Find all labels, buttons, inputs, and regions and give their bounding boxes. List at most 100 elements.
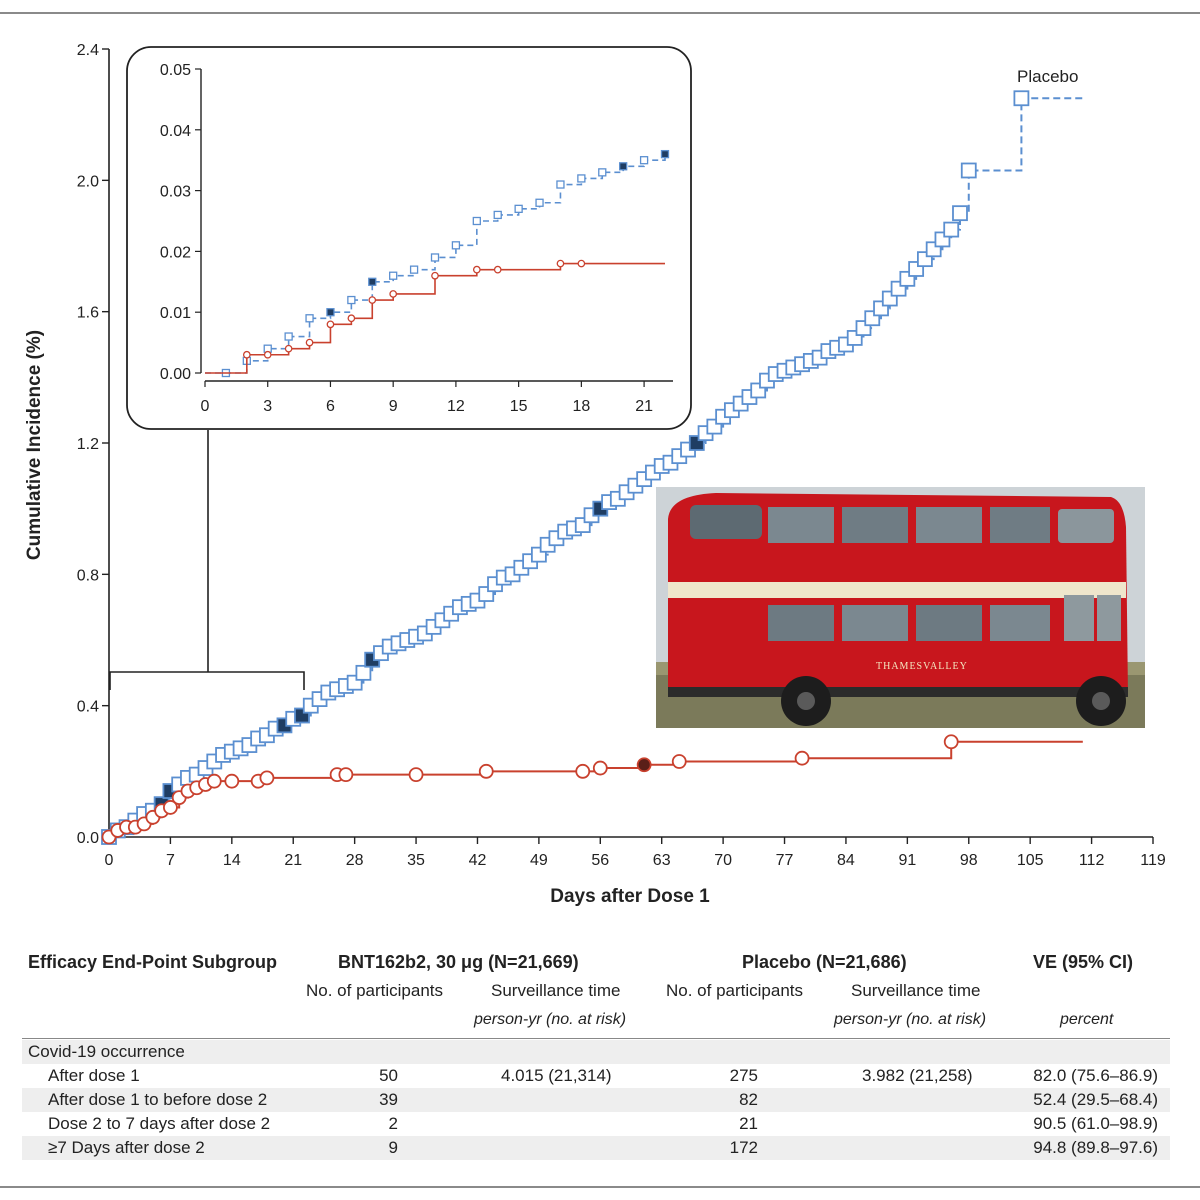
header-placebo: Placebo (N=21,686) xyxy=(742,952,907,972)
inset-placebo-point xyxy=(514,204,523,213)
x-tick-label: 77 xyxy=(776,852,794,869)
bnt-count: 2 xyxy=(388,1114,398,1133)
inset-x-tick-label: 9 xyxy=(389,398,398,415)
inset-placebo-point xyxy=(451,241,461,250)
inset-bnt162b2-point xyxy=(493,265,502,274)
inset-placebo-point xyxy=(305,314,314,323)
bnt162b2-point xyxy=(224,773,240,789)
x-tick-label: 49 xyxy=(530,852,548,869)
bnt-count: 39 xyxy=(379,1090,398,1109)
inset-bnt162b2-point xyxy=(242,350,251,359)
x-tick-label: 112 xyxy=(1079,852,1105,869)
inset-y-tick-label: 0.04 xyxy=(160,123,191,140)
x-tick-label: 14 xyxy=(223,852,241,869)
inset-placebo-point xyxy=(368,277,377,286)
inset-placebo-point xyxy=(577,174,586,183)
inset-bnt162b2-point xyxy=(305,338,314,347)
table-rule xyxy=(22,1038,1170,1039)
group-label: Covid-19 occurrence xyxy=(28,1042,185,1061)
inset-bnt162b2-point xyxy=(326,320,335,329)
table-row: Dose 2 to 7 days after dose 2 2 21 90.5 … xyxy=(22,1112,1170,1136)
sub-pl-participants: No. of participants xyxy=(666,981,804,1000)
x-tick-label: 119 xyxy=(1140,852,1166,869)
inset-placebo-point xyxy=(535,198,544,207)
x-tick-label: 105 xyxy=(1017,852,1044,869)
x-tick-label: 98 xyxy=(960,852,978,869)
bnt-count: 50 xyxy=(379,1066,398,1085)
inset-bnt162b2-point xyxy=(556,259,565,268)
sub-bnt-participants: No. of participants xyxy=(306,981,444,1000)
inset-x-tick-label: 6 xyxy=(326,398,335,415)
bnt162b2-point xyxy=(478,763,494,779)
placebo-count: 172 xyxy=(729,1138,758,1157)
inset-x-tick-label: 15 xyxy=(510,398,528,415)
inset-y-tick-label: 0.01 xyxy=(160,305,191,322)
inset-y-tick-label: 0.03 xyxy=(160,184,191,201)
bnt162b2-point xyxy=(338,767,354,783)
inset-bnt162b2-point xyxy=(577,259,586,268)
bnt162b2-point xyxy=(794,750,810,766)
placebo-point xyxy=(943,221,960,238)
header-bnt: BNT162b2, 30 μg (N=21,669) xyxy=(338,952,579,972)
sub-bnt-person-yr: person-yr (no. at risk) xyxy=(474,1011,627,1028)
y-tick-label: 0.4 xyxy=(77,699,99,716)
bnt162b2-point xyxy=(671,754,687,769)
sub-percent: percent xyxy=(1060,1011,1114,1028)
placebo-count: 21 xyxy=(739,1114,758,1133)
y-tick-label: 0.0 xyxy=(77,830,99,847)
inset-placebo-point xyxy=(326,308,335,317)
inset-placebo-point xyxy=(284,332,293,341)
y-tick-label: 1.2 xyxy=(77,436,99,453)
x-tick-label: 0 xyxy=(105,852,114,869)
inset-placebo-point xyxy=(619,162,628,171)
x-axis-label: Days after Dose 1 xyxy=(550,886,710,907)
bus-fleet-name: THAMESVALLEY xyxy=(876,661,968,672)
inset-series xyxy=(205,149,670,378)
placebo-point xyxy=(1013,90,1030,107)
main-axes: 0 7 14 21 28 35 42 49 56 63 70 77 84 91 98 105 112 1190.0… xyxy=(77,42,1166,869)
sub-bnt-surveillance: Surveillance time xyxy=(491,981,621,1000)
bnt162b2-point xyxy=(206,773,222,789)
top-rule xyxy=(0,0,1200,14)
inset-bnt162b2-point xyxy=(431,271,439,280)
y-tick-label: 2.4 xyxy=(77,42,99,59)
ve-value: 90.5 (61.0–98.9) xyxy=(1033,1114,1158,1133)
y-tick-label: 0.8 xyxy=(77,567,99,584)
table-row: After dose 1 50 4.015 (21,314) 275 3.982… xyxy=(22,1064,1170,1088)
ve-value: 94.8 (89.8–97.6) xyxy=(1033,1138,1158,1157)
placebo-point xyxy=(952,205,968,222)
inset-placebo-point xyxy=(639,156,649,165)
inset-x-tick-label: 12 xyxy=(447,398,465,415)
bnt-count: 9 xyxy=(388,1138,398,1157)
bottom-rule xyxy=(0,1186,1200,1188)
x-tick-label: 70 xyxy=(714,852,732,869)
bnt162b2-point xyxy=(592,760,608,776)
bnt-time: 4.015 (21,314) xyxy=(501,1066,612,1085)
x-tick-label: 63 xyxy=(653,852,671,869)
y-axis-label: Cumulative Incidence (%) xyxy=(24,330,45,560)
inset-bracket xyxy=(109,430,305,690)
bnt162b2-point xyxy=(259,770,275,786)
inset-y-tick-label: 0.02 xyxy=(160,244,191,261)
cumulative-incidence-chart: 0 7 14 21 28 35 42 49 56 63 70 77 84 91 98 105 112 1190.0… xyxy=(24,42,1166,907)
placebo-series-label: Placebo xyxy=(1017,67,1078,86)
placebo-point xyxy=(960,162,977,179)
bnt162b2-point xyxy=(408,767,424,783)
row-label: ≥7 Days after dose 2 xyxy=(48,1138,205,1157)
header-ve: VE (95% CI) xyxy=(1033,952,1134,972)
row-label: Dose 2 to 7 days after dose 2 xyxy=(48,1114,271,1133)
inset-x-tick-label: 0 xyxy=(201,398,210,415)
placebo-count: 82 xyxy=(739,1090,758,1109)
bnt162b2-point xyxy=(575,763,591,779)
placebo-point xyxy=(355,664,372,681)
inset-placebo-point xyxy=(472,216,481,226)
inset-placebo-point xyxy=(660,149,670,159)
table-row: After dose 1 to before dose 2 39 82 52.4… xyxy=(22,1088,1170,1112)
x-tick-label: 56 xyxy=(591,852,609,869)
x-tick-label: 91 xyxy=(898,852,916,869)
ve-value: 52.4 (29.5–68.4) xyxy=(1033,1090,1158,1109)
inset-y-tick-label: 0.05 xyxy=(160,62,191,79)
bnt162b2-point xyxy=(943,734,959,750)
inset-bnt162b2-point xyxy=(263,350,272,359)
x-tick-label: 21 xyxy=(284,852,302,869)
